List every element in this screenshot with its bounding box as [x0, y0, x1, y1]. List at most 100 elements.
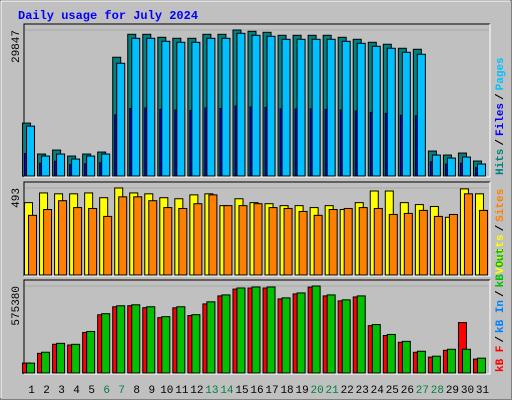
bar [133, 196, 143, 276]
bar [341, 299, 351, 374]
bar [418, 209, 428, 276]
bar [86, 330, 96, 374]
x-tick-label: 7 [118, 385, 125, 397]
bar [103, 215, 113, 276]
bar [41, 155, 51, 177]
bar [266, 35, 276, 177]
bar [266, 286, 276, 374]
bar [71, 158, 81, 177]
bar [298, 210, 308, 276]
x-tick-label: 13 [205, 385, 218, 397]
bar [221, 294, 231, 374]
bar [206, 37, 216, 177]
y-tick-label: 493 [11, 188, 23, 208]
bar [343, 207, 353, 276]
bar [118, 196, 128, 276]
bar [416, 53, 426, 177]
x-tick-label: 1 [28, 385, 35, 397]
bar [131, 37, 141, 177]
x-tick-label: 23 [356, 385, 369, 397]
x-tick-label: 30 [461, 385, 474, 397]
bar [101, 313, 111, 374]
legend: kB F / kB In / kB Out [495, 248, 507, 372]
panel-border [23, 279, 490, 374]
x-tick-label: 5 [88, 385, 95, 397]
bar [116, 305, 126, 374]
chart-title: Daily usage for July 2024 [18, 9, 198, 23]
bar [371, 324, 381, 374]
bar [386, 333, 396, 374]
bar [358, 207, 368, 276]
bar [86, 155, 96, 177]
legend-entry: Pages [495, 57, 507, 90]
bar [461, 156, 471, 177]
legend-entry: kB Out [495, 248, 507, 288]
bar [328, 209, 338, 276]
bar [71, 343, 81, 374]
bar [146, 37, 156, 177]
x-tick-label: 15 [235, 385, 248, 397]
legend: Visits / Sites [495, 189, 507, 274]
bar [56, 153, 66, 177]
bar [251, 286, 261, 374]
bar [43, 209, 53, 276]
x-tick-label: 20 [311, 385, 324, 397]
x-tick-label: 22 [341, 385, 354, 397]
bar [268, 207, 278, 276]
legend-entry: Visits [495, 234, 507, 274]
bar [388, 213, 398, 276]
bar [431, 154, 441, 177]
x-tick-label: 21 [326, 385, 340, 397]
legend: Hits / Files / Pages [495, 57, 507, 175]
x-tick-label: 18 [280, 385, 293, 397]
x-tick-label: 4 [73, 385, 80, 397]
bar [373, 207, 383, 276]
bar [41, 351, 51, 374]
x-tick-label: 10 [160, 385, 173, 397]
bar [191, 41, 201, 177]
x-tick-label: 29 [446, 385, 459, 397]
bar [326, 294, 336, 374]
bar [403, 212, 413, 276]
x-tick-label: 26 [401, 385, 414, 397]
bar [401, 51, 411, 177]
y-tick-label: 575380 [11, 286, 23, 326]
bar [253, 203, 263, 276]
bar [161, 316, 171, 374]
bar [206, 301, 216, 374]
bar [478, 209, 488, 276]
bar [223, 205, 233, 276]
bar [28, 214, 38, 276]
legend-separator: / [495, 290, 507, 297]
bar [401, 340, 411, 374]
bar [116, 62, 126, 177]
bar [56, 342, 66, 374]
bar [193, 203, 203, 276]
y-tick-label: 29847 [11, 30, 23, 63]
bar [281, 297, 291, 374]
bar [176, 306, 186, 374]
bar [371, 45, 381, 177]
legend-separator: / [495, 93, 507, 100]
bar [238, 205, 248, 276]
bar [236, 287, 246, 374]
bar [476, 163, 486, 177]
bar [356, 42, 366, 177]
x-tick-label: 14 [220, 385, 234, 397]
legend-entry: Hits [495, 149, 507, 175]
legend-separator: / [495, 139, 507, 146]
legend-entry: Files [495, 103, 507, 136]
bar [296, 38, 306, 177]
x-tick-label: 25 [386, 385, 399, 397]
bar [326, 38, 336, 177]
bar [446, 348, 456, 374]
bar [251, 34, 261, 177]
bar [311, 285, 321, 374]
x-tick-label: 31 [476, 385, 490, 397]
legend-separator: / [495, 224, 507, 231]
x-tick-label: 16 [250, 385, 263, 397]
x-tick-label: 2 [43, 385, 50, 397]
legend-entry: kB In [495, 300, 507, 333]
bar [448, 213, 458, 276]
